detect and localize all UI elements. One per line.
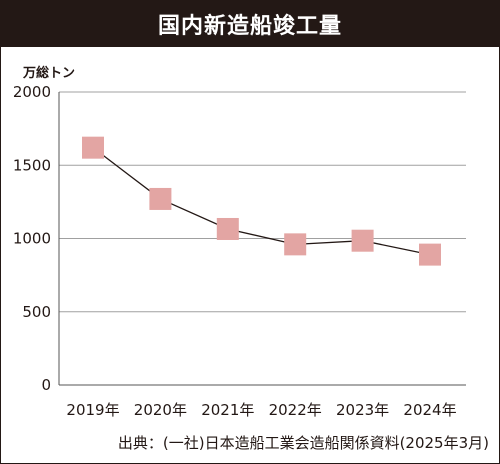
y-tick-label: 0 [41, 376, 51, 394]
data-point-marker [216, 217, 239, 240]
chart-title: 国内新造船竣工量 [157, 14, 342, 39]
source-note: 出典：(一社)日本造船工業会造船関係資料(2025年3月) [117, 434, 489, 452]
x-tick-label: 2024年 [403, 401, 456, 419]
x-tick-label: 2021年 [201, 401, 254, 419]
data-point-marker [149, 187, 172, 210]
data-point-marker [419, 243, 441, 266]
x-tick-label: 2020年 [134, 401, 187, 419]
y-tick-label: 1000 [13, 230, 51, 248]
data-point-marker [351, 229, 374, 252]
x-tick-label: 2019年 [66, 401, 119, 419]
y-axis-label: 万総トン [22, 65, 75, 81]
y-tick-label: 2000 [13, 83, 51, 101]
title-bar: 国内新造船竣工量 [1, 1, 499, 47]
y-tick-label: 1500 [13, 156, 51, 174]
data-point-marker [284, 233, 307, 256]
data-point-marker [82, 136, 104, 159]
line-chart: 万総トン 0 500 1000 1500 2000 2019年 2020年 2021年 2022年… [13, 65, 466, 419]
x-tick-label: 2022年 [269, 401, 322, 419]
series-line [92, 147, 431, 256]
y-tick-label: 500 [22, 303, 51, 321]
x-tick-label: 2023年 [336, 401, 389, 419]
